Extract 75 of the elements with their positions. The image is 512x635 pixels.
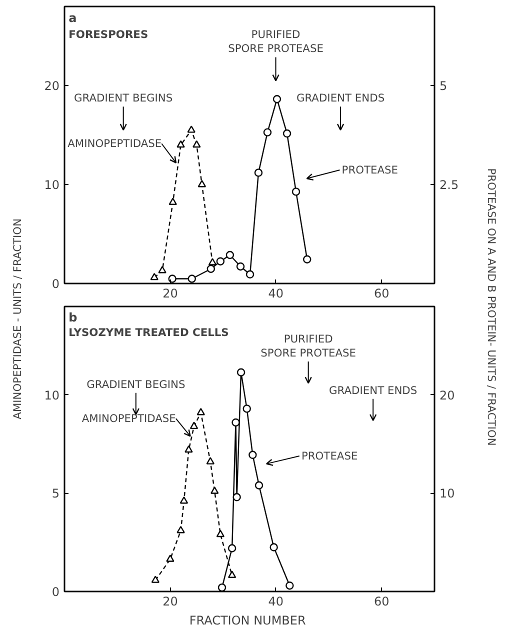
point <box>292 188 300 196</box>
point <box>216 530 225 538</box>
y-tick-label: 10 <box>44 178 60 192</box>
point <box>208 258 217 266</box>
point <box>196 408 205 416</box>
point <box>228 544 236 552</box>
point <box>166 554 174 562</box>
point <box>206 457 214 464</box>
x-tick-label: 20 <box>162 286 178 300</box>
point <box>248 450 257 459</box>
y-tick-label: 0 <box>52 585 60 599</box>
annotation: PURIFIED SPORE PROTEASE <box>228 28 324 56</box>
point <box>242 404 251 413</box>
point <box>226 250 234 260</box>
point <box>206 264 216 273</box>
annotation: PURIFIED SPORE PROTEASE <box>260 332 356 360</box>
point <box>236 262 245 271</box>
point <box>168 274 176 283</box>
point <box>176 140 185 148</box>
point <box>192 140 201 148</box>
y2-axis-title: PROTEASE ON A AND B PROTEIN- UNITS / FRACTION <box>485 168 498 446</box>
point <box>228 570 236 578</box>
y-tick-label: 20 <box>44 79 60 94</box>
annotation: GRADIENT ENDS <box>329 384 418 397</box>
point <box>272 95 282 104</box>
point <box>176 526 185 534</box>
point <box>151 576 160 583</box>
point <box>188 274 196 283</box>
point <box>190 422 198 430</box>
point <box>150 272 158 280</box>
point <box>286 582 294 590</box>
y-axis-title: AMINOPEPTIDASE - UNITS / FRACTION <box>11 218 24 420</box>
chart-title: a <box>68 10 77 25</box>
point <box>263 128 272 136</box>
point <box>236 368 246 376</box>
point <box>184 445 193 453</box>
chart-title: b <box>68 310 78 324</box>
annotation: AMINOPEPTIDASE <box>82 412 176 426</box>
annotation: PROTEASE <box>342 163 398 176</box>
point <box>168 198 177 205</box>
x-axis-title: FRACTION NUMBER <box>189 614 306 628</box>
x-tick-label: 60 <box>374 286 390 300</box>
point <box>232 418 240 427</box>
y2-tick-label: 20 <box>440 388 455 402</box>
x-tick-label: 40 <box>268 286 284 300</box>
point <box>282 129 292 138</box>
point <box>180 496 188 504</box>
annotation: GRADIENT BEGINS <box>86 378 186 391</box>
annotation: AMINOPEPTIDASE <box>68 137 162 150</box>
y2-tick-label: 5 <box>440 79 448 94</box>
x-tick-label: 60 <box>374 594 390 608</box>
x-tick-label: 20 <box>162 594 178 608</box>
point <box>232 493 241 502</box>
point <box>218 583 226 592</box>
annotation: PROTEASE <box>301 449 358 462</box>
y-tick-label: 5 <box>52 486 60 501</box>
point <box>216 257 225 266</box>
y-tick-label: 10 <box>44 388 60 402</box>
point <box>254 168 263 177</box>
point <box>158 266 166 274</box>
point <box>210 486 219 494</box>
text: FORESPORES <box>68 28 148 41</box>
text: LYSOZYME TREATED CELLS <box>68 326 229 340</box>
x-tick-label: 40 <box>268 594 284 608</box>
point <box>270 543 278 552</box>
point <box>198 180 206 188</box>
y2-tick-label: 10 <box>440 486 455 501</box>
point <box>187 126 196 133</box>
point <box>246 270 254 278</box>
y-tick-label: 0 <box>52 277 60 291</box>
annotation: GRADIENT ENDS <box>296 91 385 104</box>
point <box>303 255 312 264</box>
annotation: GRADIENT BEGINS <box>74 91 173 104</box>
y2-tick-label: 2.5 <box>440 178 459 192</box>
point <box>254 481 264 490</box>
